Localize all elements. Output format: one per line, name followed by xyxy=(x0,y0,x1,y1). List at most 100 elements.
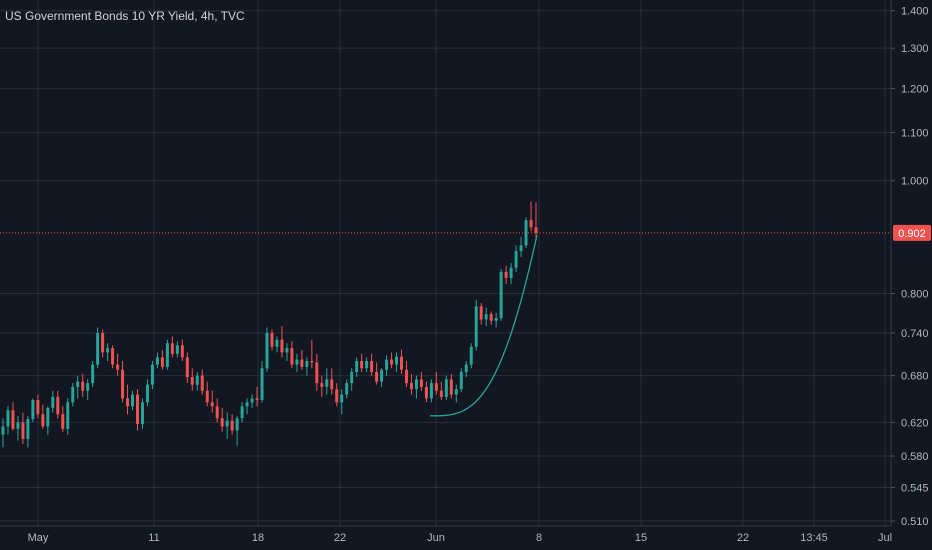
candle-body xyxy=(424,386,428,399)
price-axis-label: 0.580 xyxy=(901,451,929,463)
candle-body xyxy=(320,383,324,387)
candle-body xyxy=(121,369,125,399)
candle-body xyxy=(175,345,179,354)
time-axis-label: 8 xyxy=(536,532,542,544)
candle-body xyxy=(419,379,423,387)
candle-body xyxy=(519,245,523,252)
candle-body xyxy=(454,389,458,395)
candle-body xyxy=(534,227,538,233)
candle-body xyxy=(340,394,344,403)
candle-body xyxy=(36,400,40,415)
candle-body xyxy=(365,360,369,369)
candle-body xyxy=(345,383,349,395)
price-axis[interactable]: 1.400 1.300 1.200 1.100 1.000 0.800 0.740 0.680… xyxy=(891,6,929,528)
time-axis-label: May xyxy=(28,532,49,544)
candle-body xyxy=(150,364,154,385)
candle-body xyxy=(285,348,289,353)
time-axis[interactable]: May 11 18 22 Jun 8 15 22 13:45 Jul xyxy=(28,532,892,544)
candle-body xyxy=(56,396,60,415)
candle-body xyxy=(6,410,10,427)
candle-body xyxy=(464,364,468,372)
candle-body xyxy=(429,383,433,399)
candle-body xyxy=(350,371,354,384)
current-price-tag: 0.902 xyxy=(893,224,931,241)
time-axis-label: Jul xyxy=(878,532,892,544)
candle-body xyxy=(225,420,229,427)
time-axis-label: 15 xyxy=(635,532,647,544)
time-axis-label: 18 xyxy=(252,532,264,544)
candle-body xyxy=(210,402,214,407)
candle-body xyxy=(61,414,65,429)
candle-body xyxy=(215,406,219,419)
candle-body xyxy=(395,356,399,365)
candle-body xyxy=(325,379,329,387)
candle-body xyxy=(469,346,473,365)
candle-body xyxy=(385,359,389,370)
candle-body xyxy=(275,339,279,347)
candle-body xyxy=(51,396,55,408)
candle-body xyxy=(504,271,508,278)
candle-body xyxy=(255,398,259,401)
candle-body xyxy=(96,332,100,365)
candle-body xyxy=(310,360,314,363)
candle-body xyxy=(41,414,45,427)
current-price-value: 0.902 xyxy=(898,228,926,240)
price-axis-label: 0.545 xyxy=(901,482,929,494)
candle-body xyxy=(499,271,503,319)
candle-body xyxy=(409,383,413,390)
candle-body xyxy=(126,398,130,407)
candle-body xyxy=(265,332,269,369)
candle-body xyxy=(414,379,418,390)
candle-body xyxy=(101,332,105,353)
candle-body xyxy=(370,360,374,372)
price-axis-label: 1.400 xyxy=(901,6,929,18)
candle-body xyxy=(230,420,234,431)
candle-body xyxy=(449,379,453,395)
candle-body xyxy=(295,359,299,365)
candle-body xyxy=(529,220,533,228)
candle-body xyxy=(494,318,498,321)
candle-body xyxy=(524,220,528,246)
candle-body xyxy=(380,369,384,382)
candle-body xyxy=(21,422,25,439)
candle-body xyxy=(245,402,249,407)
candle-body xyxy=(290,348,294,365)
candle-body xyxy=(280,339,284,353)
time-axis-label: Jun xyxy=(427,532,445,544)
candle-body xyxy=(140,402,144,424)
candle-body xyxy=(270,332,274,347)
price-axis-label: 0.510 xyxy=(901,516,929,528)
candle-body xyxy=(81,381,85,391)
candles xyxy=(1,201,538,448)
candle-body xyxy=(489,314,493,321)
candle-body xyxy=(66,402,70,429)
candle-body xyxy=(160,357,164,367)
price-axis-label: 0.620 xyxy=(901,417,929,429)
candle-body xyxy=(235,418,239,431)
candle-body xyxy=(315,362,319,384)
candle-body xyxy=(479,306,483,320)
candle-body xyxy=(91,364,95,384)
candle-body xyxy=(509,267,513,278)
candle-body xyxy=(145,384,149,403)
parabolic-curve xyxy=(430,234,538,417)
candle-body xyxy=(11,410,15,429)
time-axis-label: 13:45 xyxy=(800,532,828,544)
candle-body xyxy=(335,389,339,403)
time-axis-label: 11 xyxy=(148,532,159,544)
time-axis-label: 22 xyxy=(334,532,346,544)
candle-body xyxy=(16,422,20,429)
candle-body xyxy=(131,394,135,407)
current-price-tag-bg xyxy=(893,224,931,241)
candle-body xyxy=(136,394,139,424)
candle-body xyxy=(360,360,364,369)
candle-body xyxy=(111,348,115,365)
candle-body xyxy=(439,390,443,397)
time-axis-label: 22 xyxy=(737,532,749,544)
candle-body xyxy=(165,343,169,367)
candle-body xyxy=(375,371,379,382)
chart-title: US Government Bonds 10 YR Yield, 4h, TVC xyxy=(5,9,245,23)
